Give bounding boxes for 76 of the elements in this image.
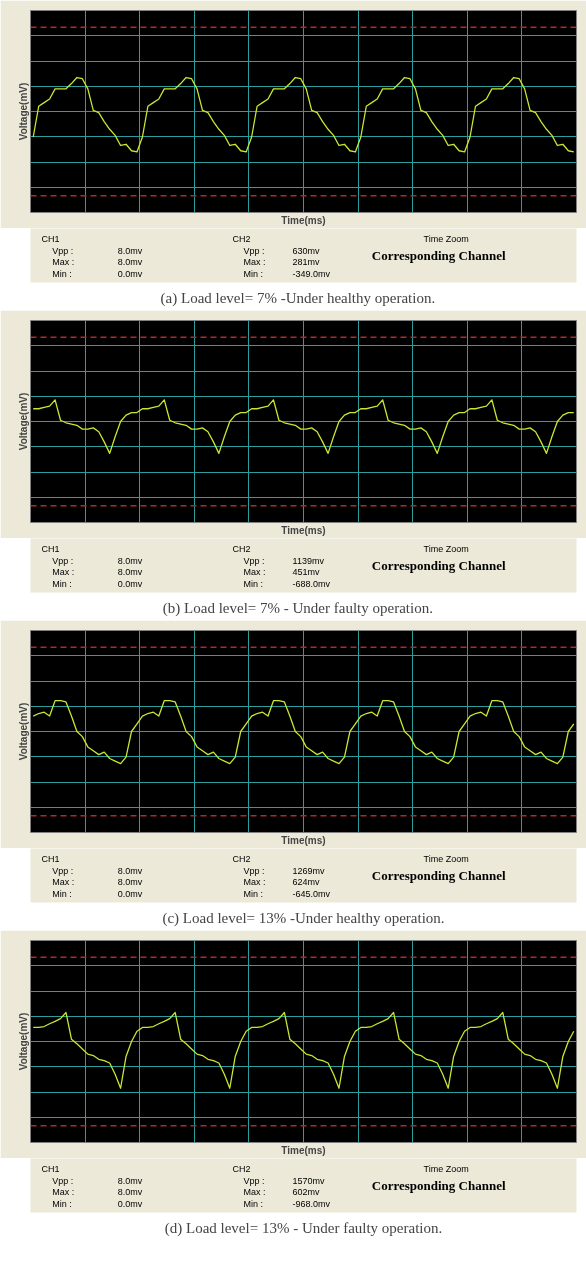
text: 602mv <box>292 1187 321 1198</box>
text: Vpp : <box>52 865 74 876</box>
text: Max : <box>52 1187 75 1198</box>
text: Time Zoom <box>423 1163 469 1174</box>
text: Vpp : <box>52 245 74 256</box>
text: CH1 <box>41 1163 60 1174</box>
text: Min : <box>243 1199 263 1210</box>
text: Min : <box>243 889 263 900</box>
text: Time Zoom <box>423 543 469 554</box>
text: Vpp : <box>243 1175 265 1186</box>
text: Corresponding Channel <box>371 1178 506 1194</box>
text: Max : <box>52 877 75 888</box>
text: CH2 <box>232 1163 251 1174</box>
text: CH2 <box>232 543 251 554</box>
text: Min : <box>52 1199 72 1210</box>
text: (a) Load level= 7% -Under healthy operation. <box>160 289 436 307</box>
x-axis-title: Time(ms) <box>281 834 326 846</box>
text: 0.0mv <box>117 889 143 900</box>
text: Vpp : <box>243 245 265 256</box>
text: (b) Load level= 7% - Under faulty operation. <box>162 599 433 617</box>
text: Time Zoom <box>423 233 469 244</box>
text: 1269mv <box>292 865 326 876</box>
text: CH1 <box>41 543 60 554</box>
text: 8.0mv <box>117 1187 143 1198</box>
text: (d) Load level= 13% - Under faulty operation. <box>164 1219 443 1237</box>
x-axis-title: Time(ms) <box>281 524 326 536</box>
text: Min : <box>52 579 72 590</box>
text: Corresponding Channel <box>371 558 506 574</box>
text: Vpp : <box>243 555 265 566</box>
text: Vpp : <box>243 865 265 876</box>
text: 0.0mv <box>117 269 143 280</box>
text: CH2 <box>232 853 251 864</box>
text: Max : <box>243 877 266 888</box>
text: Max : <box>52 257 75 268</box>
text: -688.0mv <box>292 579 331 590</box>
y-axis-title: Voltage(mV) <box>17 82 29 141</box>
text: 8.0mv <box>117 257 143 268</box>
text: 630mv <box>292 245 321 256</box>
text: Max : <box>52 567 75 578</box>
text: (c) Load level= 13% -Under healthy operation. <box>162 909 445 927</box>
x-axis-title: Time(ms) <box>281 1144 326 1156</box>
text: Min : <box>52 269 72 280</box>
text: CH2 <box>232 233 251 244</box>
y-axis-title: Voltage(mV) <box>17 1012 29 1071</box>
x-axis-title: Time(ms) <box>281 214 326 226</box>
text: 8.0mv <box>117 877 143 888</box>
text: 1570mv <box>292 1175 326 1186</box>
text: Time Zoom <box>423 853 469 864</box>
text: Corresponding Channel <box>371 248 506 264</box>
text: 8.0mv <box>117 865 143 876</box>
text: Max : <box>243 567 266 578</box>
text: 8.0mv <box>117 1175 143 1186</box>
y-axis-title: Voltage(mV) <box>17 392 29 451</box>
text: 8.0mv <box>117 567 143 578</box>
text: CH1 <box>41 853 60 864</box>
text: 0.0mv <box>117 1199 143 1210</box>
text: -349.0mv <box>292 269 331 280</box>
text: Vpp : <box>52 555 74 566</box>
text: 281mv <box>292 257 321 268</box>
text: 8.0mv <box>117 555 143 566</box>
text: -968.0mv <box>292 1199 331 1210</box>
y-axis-title: Voltage(mV) <box>17 702 29 761</box>
text: Min : <box>243 269 263 280</box>
text: 624mv <box>292 877 321 888</box>
text: Max : <box>243 257 266 268</box>
text: CH1 <box>41 233 60 244</box>
text: 8.0mv <box>117 245 143 256</box>
text: -645.0mv <box>292 889 331 900</box>
text: 0.0mv <box>117 579 143 590</box>
text: 451mv <box>292 567 321 578</box>
text: Corresponding Channel <box>371 868 506 884</box>
text: Min : <box>243 579 263 590</box>
text: Vpp : <box>52 1175 74 1186</box>
text: Min : <box>52 889 72 900</box>
text: Max : <box>243 1187 266 1198</box>
text: 1139mv <box>292 555 325 566</box>
